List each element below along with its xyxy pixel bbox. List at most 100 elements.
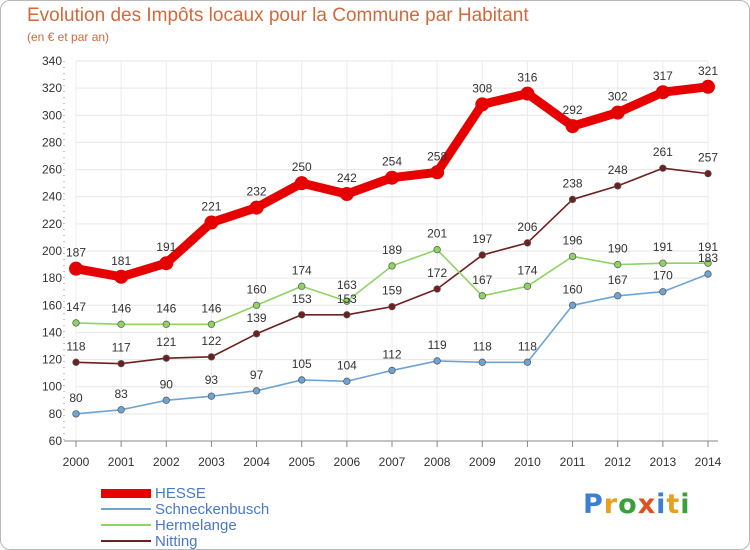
data-label-hesse: 181: [111, 254, 131, 268]
logo-letter: P: [583, 489, 604, 520]
x-tick-label: 2013: [650, 455, 677, 469]
data-point-hermelange: [72, 319, 80, 327]
data-point-nitting: [252, 330, 261, 338]
data-label-hermelange: 196: [563, 233, 583, 247]
data-label-nitting: 159: [382, 284, 402, 298]
data-label-schneckenbusch: 112: [382, 347, 401, 361]
data-label-hesse: 316: [517, 71, 537, 85]
data-point-nitting: [388, 302, 396, 311]
data-label-hesse: 308: [472, 81, 492, 95]
data-label-nitting: 248: [608, 163, 628, 177]
data-label-schneckenbusch: 167: [608, 273, 628, 287]
data-point-hesse: [69, 261, 83, 276]
data-label-hermelange: 191: [698, 240, 718, 254]
data-point-hermelange: [568, 252, 577, 261]
data-label-schneckenbusch: 183: [698, 251, 718, 265]
data-point-schneckenbusch: [117, 406, 125, 414]
data-point-hermelange: [343, 297, 351, 305]
data-point-schneckenbusch: [388, 366, 396, 375]
y-tick-label: 80: [49, 407, 63, 421]
logo-letter: i: [656, 489, 667, 520]
data-label-nitting: 261: [653, 145, 673, 159]
data-point-hesse: [385, 170, 399, 185]
y-tick-label: 280: [42, 135, 62, 149]
data-point-hesse: [610, 105, 625, 120]
data-label-schneckenbusch: 90: [160, 377, 174, 391]
data-label-hermelange: 147: [66, 300, 86, 314]
data-point-schneckenbusch: [162, 396, 170, 404]
x-tick-label: 2001: [108, 455, 135, 469]
data-point-nitting: [704, 169, 712, 178]
data-label-hesse: 302: [608, 90, 628, 104]
data-point-hesse: [114, 269, 129, 284]
y-tick-label: 100: [42, 380, 62, 394]
data-label-nitting: 121: [156, 335, 176, 349]
legend-label-hermelange: Hermelange: [155, 516, 237, 534]
x-tick-label: 2006: [334, 455, 361, 469]
data-point-nitting: [568, 195, 577, 204]
y-tick-label: 60: [49, 434, 63, 448]
chart-plot: 60 80 100 120 140 160 180 200 220 240 260 280 300 320…: [42, 54, 722, 469]
data-point-hermelange: [659, 259, 667, 267]
data-label-nitting: 197: [472, 232, 492, 246]
x-tick-label: 2007: [379, 455, 406, 469]
y-tick-label: 320: [42, 81, 62, 95]
data-label-hermelange: 146: [201, 301, 221, 315]
data-label-hesse: 221: [201, 200, 221, 214]
legend-item-hermelange[interactable]: Hermelange: [101, 516, 269, 534]
data-point-schneckenbusch: [523, 358, 532, 366]
data-label-hesse: 321: [698, 64, 718, 78]
data-label-schneckenbusch: 97: [250, 368, 264, 382]
legend: HESSE Schneckenbusch Hermelange Nitting: [101, 485, 269, 549]
data-point-hesse: [565, 119, 580, 134]
legend-item-hesse[interactable]: HESSE: [101, 485, 269, 502]
data-point-hesse: [159, 256, 174, 271]
x-tick-label: 2002: [153, 455, 180, 469]
x-tick-label: 2012: [604, 455, 631, 469]
y-tick-label: 200: [42, 244, 62, 258]
data-point-schneckenbusch: [659, 288, 667, 296]
data-label-schneckenbusch: 80: [69, 391, 83, 405]
legend-swatch-hesse: [101, 488, 151, 498]
x-tick-label: 2010: [514, 455, 541, 469]
legend-label-nitting: Nitting: [155, 532, 198, 550]
data-label-hermelange: 174: [517, 263, 537, 277]
data-label-schneckenbusch: 170: [653, 269, 673, 283]
data-label-hermelange: 189: [382, 243, 402, 257]
data-point-hesse: [475, 97, 490, 112]
data-point-schneckenbusch: [478, 358, 486, 366]
data-point-nitting: [117, 359, 125, 368]
data-point-schneckenbusch: [704, 270, 712, 278]
data-point-nitting: [162, 354, 170, 362]
x-tick-label: 2008: [424, 455, 451, 469]
legend-item-schneckenbusch[interactable]: Schneckenbusch: [101, 501, 269, 518]
data-point-schneckenbusch: [252, 387, 261, 395]
data-point-nitting: [659, 164, 667, 172]
legend-item-nitting[interactable]: Nitting: [101, 533, 269, 549]
data-point-hermelange: [433, 245, 441, 254]
data-label-hesse: 250: [292, 160, 312, 174]
data-label-nitting: 153: [337, 292, 357, 306]
data-label-hermelange: 174: [292, 263, 312, 277]
data-point-schneckenbusch: [343, 377, 351, 385]
data-point-nitting: [207, 353, 216, 361]
data-point-hesse: [249, 200, 264, 215]
legend-swatch-hermelange: [101, 524, 151, 526]
data-point-nitting: [433, 285, 441, 293]
data-label-hesse: 242: [337, 171, 357, 185]
proxiti-logo[interactable]: Proxiti: [583, 489, 691, 520]
data-point-schneckenbusch: [614, 292, 622, 300]
data-label-hesse: 292: [563, 103, 583, 117]
data-point-hermelange: [117, 320, 125, 328]
y-tick-label: 300: [42, 108, 62, 122]
data-label-hermelange: 146: [156, 301, 176, 315]
data-label-hesse: 254: [382, 155, 402, 169]
data-point-hermelange: [704, 259, 712, 267]
data-point-schneckenbusch: [207, 392, 216, 400]
data-label-hermelange: 191: [653, 240, 673, 254]
data-point-schneckenbusch: [298, 376, 306, 384]
y-tick-label: 160: [42, 298, 62, 312]
data-label-schneckenbusch: 119: [428, 338, 447, 352]
data-point-nitting: [72, 358, 80, 366]
